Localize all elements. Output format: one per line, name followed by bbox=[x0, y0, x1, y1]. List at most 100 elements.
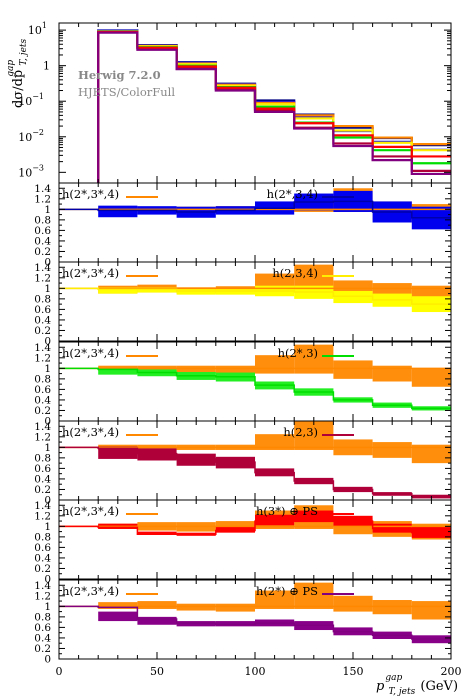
axes-text: Herwig 7.2.0 HJETS/ColorFull dσ/dp T, je… bbox=[6, 35, 458, 697]
ratio-ref-legend-label: h(2*,3*,4) bbox=[62, 346, 119, 360]
ratio-ref-band-bin bbox=[98, 602, 138, 609]
y-axis-label-sup: gap bbox=[6, 60, 16, 77]
ratio-ref-band-bin bbox=[411, 444, 451, 464]
annotation-line2: HJETS/ColorFull bbox=[78, 85, 175, 99]
ratio-y-tick-label: 1.4 bbox=[34, 500, 51, 512]
ratio-y-tick-label: 0.8 bbox=[34, 452, 51, 464]
ratio-panel-1: 00.20.40.60.811.21.4 h(2*,3*,4) h(2*,3,4) bbox=[34, 182, 452, 269]
ratio-y-tick-label: 0.6 bbox=[34, 225, 51, 237]
ratio-ref-band-bin bbox=[176, 603, 216, 611]
main-y-tick-label: 10−3 bbox=[18, 163, 44, 179]
ratio-y-tick-label: 0 bbox=[44, 495, 51, 507]
ratio-y-tick-label: 0.2 bbox=[34, 643, 51, 655]
ratio-legend-label: h(2,3,4) bbox=[272, 266, 318, 280]
ratio-ref-band-bin bbox=[372, 600, 412, 615]
ratio-y-tick-label: 0.2 bbox=[34, 563, 51, 575]
ratio-y-tick-label: 1 bbox=[44, 442, 51, 454]
ratio-y-tick-label: 1.2 bbox=[34, 193, 51, 205]
ratio-ref-band-bin bbox=[411, 368, 451, 387]
main-y-tick-exponent: 1 bbox=[42, 21, 47, 30]
main-y-tick-label: 10−2 bbox=[18, 128, 44, 144]
ratio-legend-label: h(2,3) bbox=[283, 425, 318, 439]
ratio-band-bin bbox=[215, 526, 255, 533]
ratio-line bbox=[59, 287, 451, 305]
main-y-tick-exponent: −1 bbox=[32, 92, 44, 101]
ratio-ref-band-bin bbox=[215, 603, 255, 612]
y-axis-label-sub: T, jets bbox=[19, 38, 29, 65]
ratio-y-tick-label: 0 bbox=[44, 257, 51, 269]
ratio-panel-5: 00.20.40.60.811.21.4 h(2*,3*,4) h(3*) ⊕ PS bbox=[34, 499, 452, 586]
ratio-line bbox=[59, 367, 451, 410]
ratio-y-tick-label: 0.4 bbox=[34, 552, 51, 564]
ratio-ref-band-bin bbox=[294, 582, 334, 609]
ratio-y-tick-label: 0.4 bbox=[34, 314, 51, 326]
y-axis-label: dσ/dp T, jets gap bbox=[6, 35, 30, 108]
main-y-tick-label: 1 bbox=[43, 60, 50, 73]
main-y-tick-base: 10 bbox=[18, 166, 32, 179]
ratio-band-bin bbox=[176, 453, 216, 466]
ratio-panel-3: 00.20.40.60.811.21.4 h(2*,3*,4) h(2*,3) bbox=[34, 341, 452, 428]
ratio-y-tick-label: 0.8 bbox=[34, 214, 51, 226]
main-y-tick-base: 10 bbox=[28, 24, 42, 37]
ratio-y-tick-label: 0.4 bbox=[34, 473, 51, 485]
ratio-y-tick-label: 0.4 bbox=[34, 394, 51, 406]
ratio-ref-legend-label: h(2*,3*,4) bbox=[62, 584, 119, 598]
ratio-ref-band-bin bbox=[372, 365, 412, 382]
ratio-band-bin bbox=[98, 368, 138, 375]
ratio-y-tick-label: 0.2 bbox=[34, 405, 51, 417]
ratio-y-tick-label: 0 bbox=[44, 416, 51, 428]
ratio-legend-label: h(2*,3,4) bbox=[267, 187, 318, 201]
ratio-y-tick-label: 0.8 bbox=[34, 531, 51, 543]
ratio-panel-4: 00.20.40.60.811.21.4 h(2*,3*,4) h(2,3) bbox=[34, 420, 452, 507]
ratio-band-bin bbox=[98, 205, 138, 218]
ratio-line bbox=[59, 605, 451, 640]
ratio-y-tick-label: 1.4 bbox=[34, 342, 51, 354]
ratio-y-tick-label: 0 bbox=[44, 574, 51, 586]
main-y-tick-exponent: −3 bbox=[32, 163, 44, 172]
ratio-y-tick-label: 0 bbox=[44, 336, 51, 348]
main-y-tick-label: 101 bbox=[28, 21, 47, 37]
ratio-y-tick-label: 1 bbox=[44, 363, 51, 375]
ratio-ref-band-bin bbox=[215, 365, 255, 374]
ratio-ref-band-bin bbox=[333, 595, 373, 612]
ratio-y-tick-label: 1.4 bbox=[34, 580, 51, 592]
svg-text:dσ/dp T, jets: dσ/dp T, jets gap bbox=[6, 35, 30, 108]
ratio-line bbox=[59, 200, 451, 219]
ratio-band-bin bbox=[333, 290, 373, 304]
ratio-y-tick-label: 0.8 bbox=[34, 293, 51, 305]
ratio-ref-legend-label: h(2*,3*,4) bbox=[62, 504, 119, 518]
ratio-legend-label: h(3*) ⊕ PS bbox=[256, 504, 318, 518]
ratio-ref-band-bin bbox=[137, 601, 177, 609]
ratio-y-tick-label: 0.4 bbox=[34, 235, 51, 247]
ratio-y-tick-label: 0.2 bbox=[34, 325, 51, 337]
x-axis-label: p T, jets gap (GeV) bbox=[376, 673, 458, 697]
y-axis-label-main: dσ/dp bbox=[11, 70, 26, 108]
main-y-tick-base: 10 bbox=[18, 131, 32, 144]
main-y-tick-exponent: −2 bbox=[32, 128, 44, 137]
ratio-y-tick-label: 1.4 bbox=[34, 183, 51, 195]
main-y-tick-base: 1 bbox=[43, 60, 50, 73]
x-tick-label: 50 bbox=[150, 665, 164, 678]
ratio-y-tick-label: 1.2 bbox=[34, 272, 51, 284]
x-axis-label-unit: (GeV) bbox=[420, 679, 458, 694]
ratio-y-tick-label: 1.2 bbox=[34, 510, 51, 522]
ratio-panel-6: 00.20.40.60.811.21.4 h(2*,3*,4) h(2*) ⊕ PS bbox=[34, 579, 452, 666]
ratio-line bbox=[59, 516, 451, 535]
ratio-y-tick-label: 0.6 bbox=[34, 384, 51, 396]
ratio-y-tick-label: 1 bbox=[44, 521, 51, 533]
ratio-band-bin bbox=[137, 616, 177, 625]
x-tick-label: 100 bbox=[245, 665, 266, 678]
main-y-tick-base: 10 bbox=[18, 95, 32, 108]
main-series-7 bbox=[97, 31, 451, 183]
annotation-line1: Herwig 7.2.0 bbox=[78, 68, 161, 82]
ratio-y-tick-label: 1 bbox=[44, 601, 51, 613]
ratio-y-tick-label: 0.6 bbox=[34, 542, 51, 554]
ratio-legend-label: h(2*,3) bbox=[278, 346, 318, 360]
ratio-ref-band-bin bbox=[255, 590, 295, 609]
x-tick-labels: 0 50 100 150 200 bbox=[56, 665, 462, 678]
ratio-ref-legend-label: h(2*,3*,4) bbox=[62, 187, 119, 201]
ratio-band-bin bbox=[98, 446, 138, 459]
ratio-y-tick-label: 0.8 bbox=[34, 373, 51, 385]
ratio-legend-label: h(2*) ⊕ PS bbox=[256, 584, 318, 598]
